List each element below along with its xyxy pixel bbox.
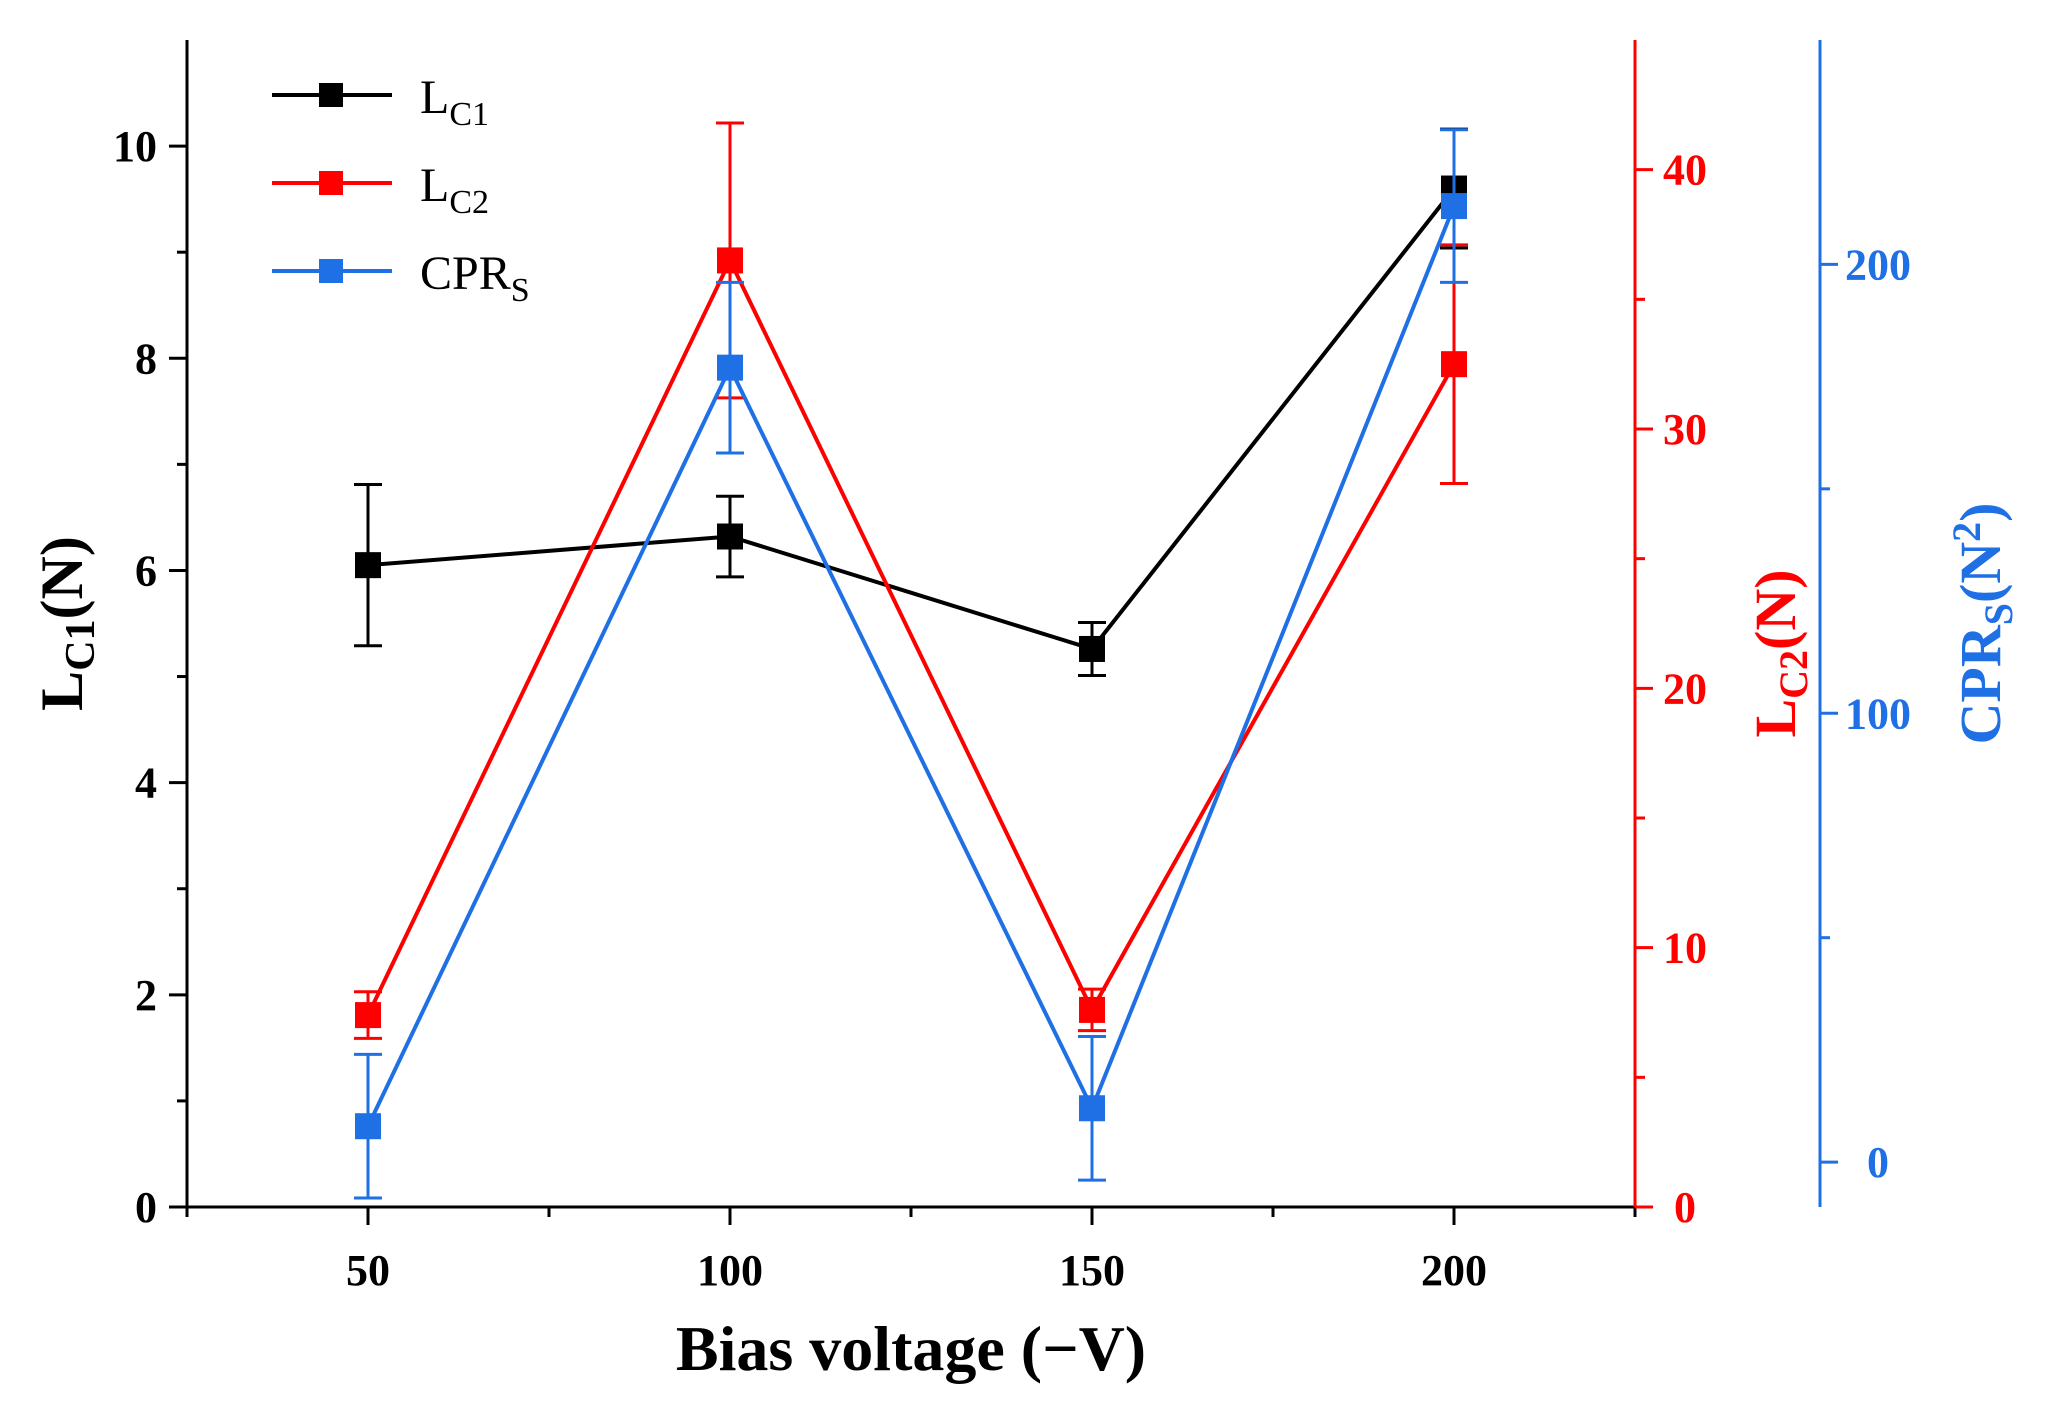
right1-y-tick-label: 20 (1663, 664, 1707, 713)
series-l-c2 (354, 121, 1468, 1040)
series-line (366, 255, 1456, 1016)
data-point-marker (355, 552, 381, 579)
left-y-tick-label: 8 (135, 334, 157, 383)
right1-y-tick-label: 0 (1674, 1183, 1696, 1232)
series-cpr-s (354, 128, 1468, 1200)
left-y-tick-label: 4 (135, 759, 157, 808)
right2-y-tick-label: 0 (1867, 1138, 1889, 1187)
left-y-tick-label: 6 (135, 546, 157, 595)
right1-y-tick-label: 10 (1663, 924, 1707, 973)
x-axis-title: Bias voltage (−V) (676, 1313, 1146, 1384)
data-point-marker (1441, 193, 1467, 220)
series-line (367, 187, 1456, 652)
right1-y-axis-title: LC2(N) (1743, 569, 1816, 737)
right1-y-tick-label: 40 (1663, 146, 1707, 195)
right1-y-tick-label: 30 (1663, 405, 1707, 454)
x-tick-label: 200 (1421, 1246, 1487, 1295)
legend-marker (319, 259, 343, 283)
right2-y-axis-title: CPRS(N2) (1944, 503, 2021, 745)
data-point-marker (1079, 1095, 1105, 1122)
data-point-marker (717, 354, 743, 381)
series-l-c1 (354, 127, 1468, 677)
data-point-marker (717, 247, 743, 274)
legend-item: LC2 (272, 159, 489, 221)
data-point-marker (1079, 996, 1105, 1023)
legend: LC1 LC2 CPRS (272, 71, 530, 309)
x-tick-label: 100 (697, 1246, 763, 1295)
legend-marker (319, 83, 343, 107)
left-y-tick-label: 0 (135, 1183, 157, 1232)
left-y-axis-title: LC1(N) (29, 536, 104, 711)
legend-label: CPRS (420, 247, 530, 309)
data-point-marker (1441, 351, 1467, 378)
data-point-marker (355, 1113, 381, 1140)
series-line (366, 205, 1456, 1128)
x-tick-label: 50 (346, 1246, 390, 1295)
left-y-tick-label: 2 (135, 971, 157, 1020)
legend-label: LC1 (420, 71, 489, 133)
right2-y-tick-label: 200 (1845, 240, 1911, 289)
x-tick-label: 150 (1059, 1246, 1125, 1295)
data-point-marker (717, 523, 743, 550)
data-point-marker (355, 1002, 381, 1029)
series-layer (354, 121, 1468, 1200)
legend-marker (319, 171, 343, 195)
data-point-marker (1079, 635, 1105, 662)
legend-label: LC2 (420, 159, 489, 221)
legend-item: LC1 (272, 71, 489, 133)
left-y-tick-label: 10 (113, 122, 157, 171)
right2-y-tick-label: 100 (1845, 689, 1911, 738)
legend-item: CPRS (272, 247, 530, 309)
